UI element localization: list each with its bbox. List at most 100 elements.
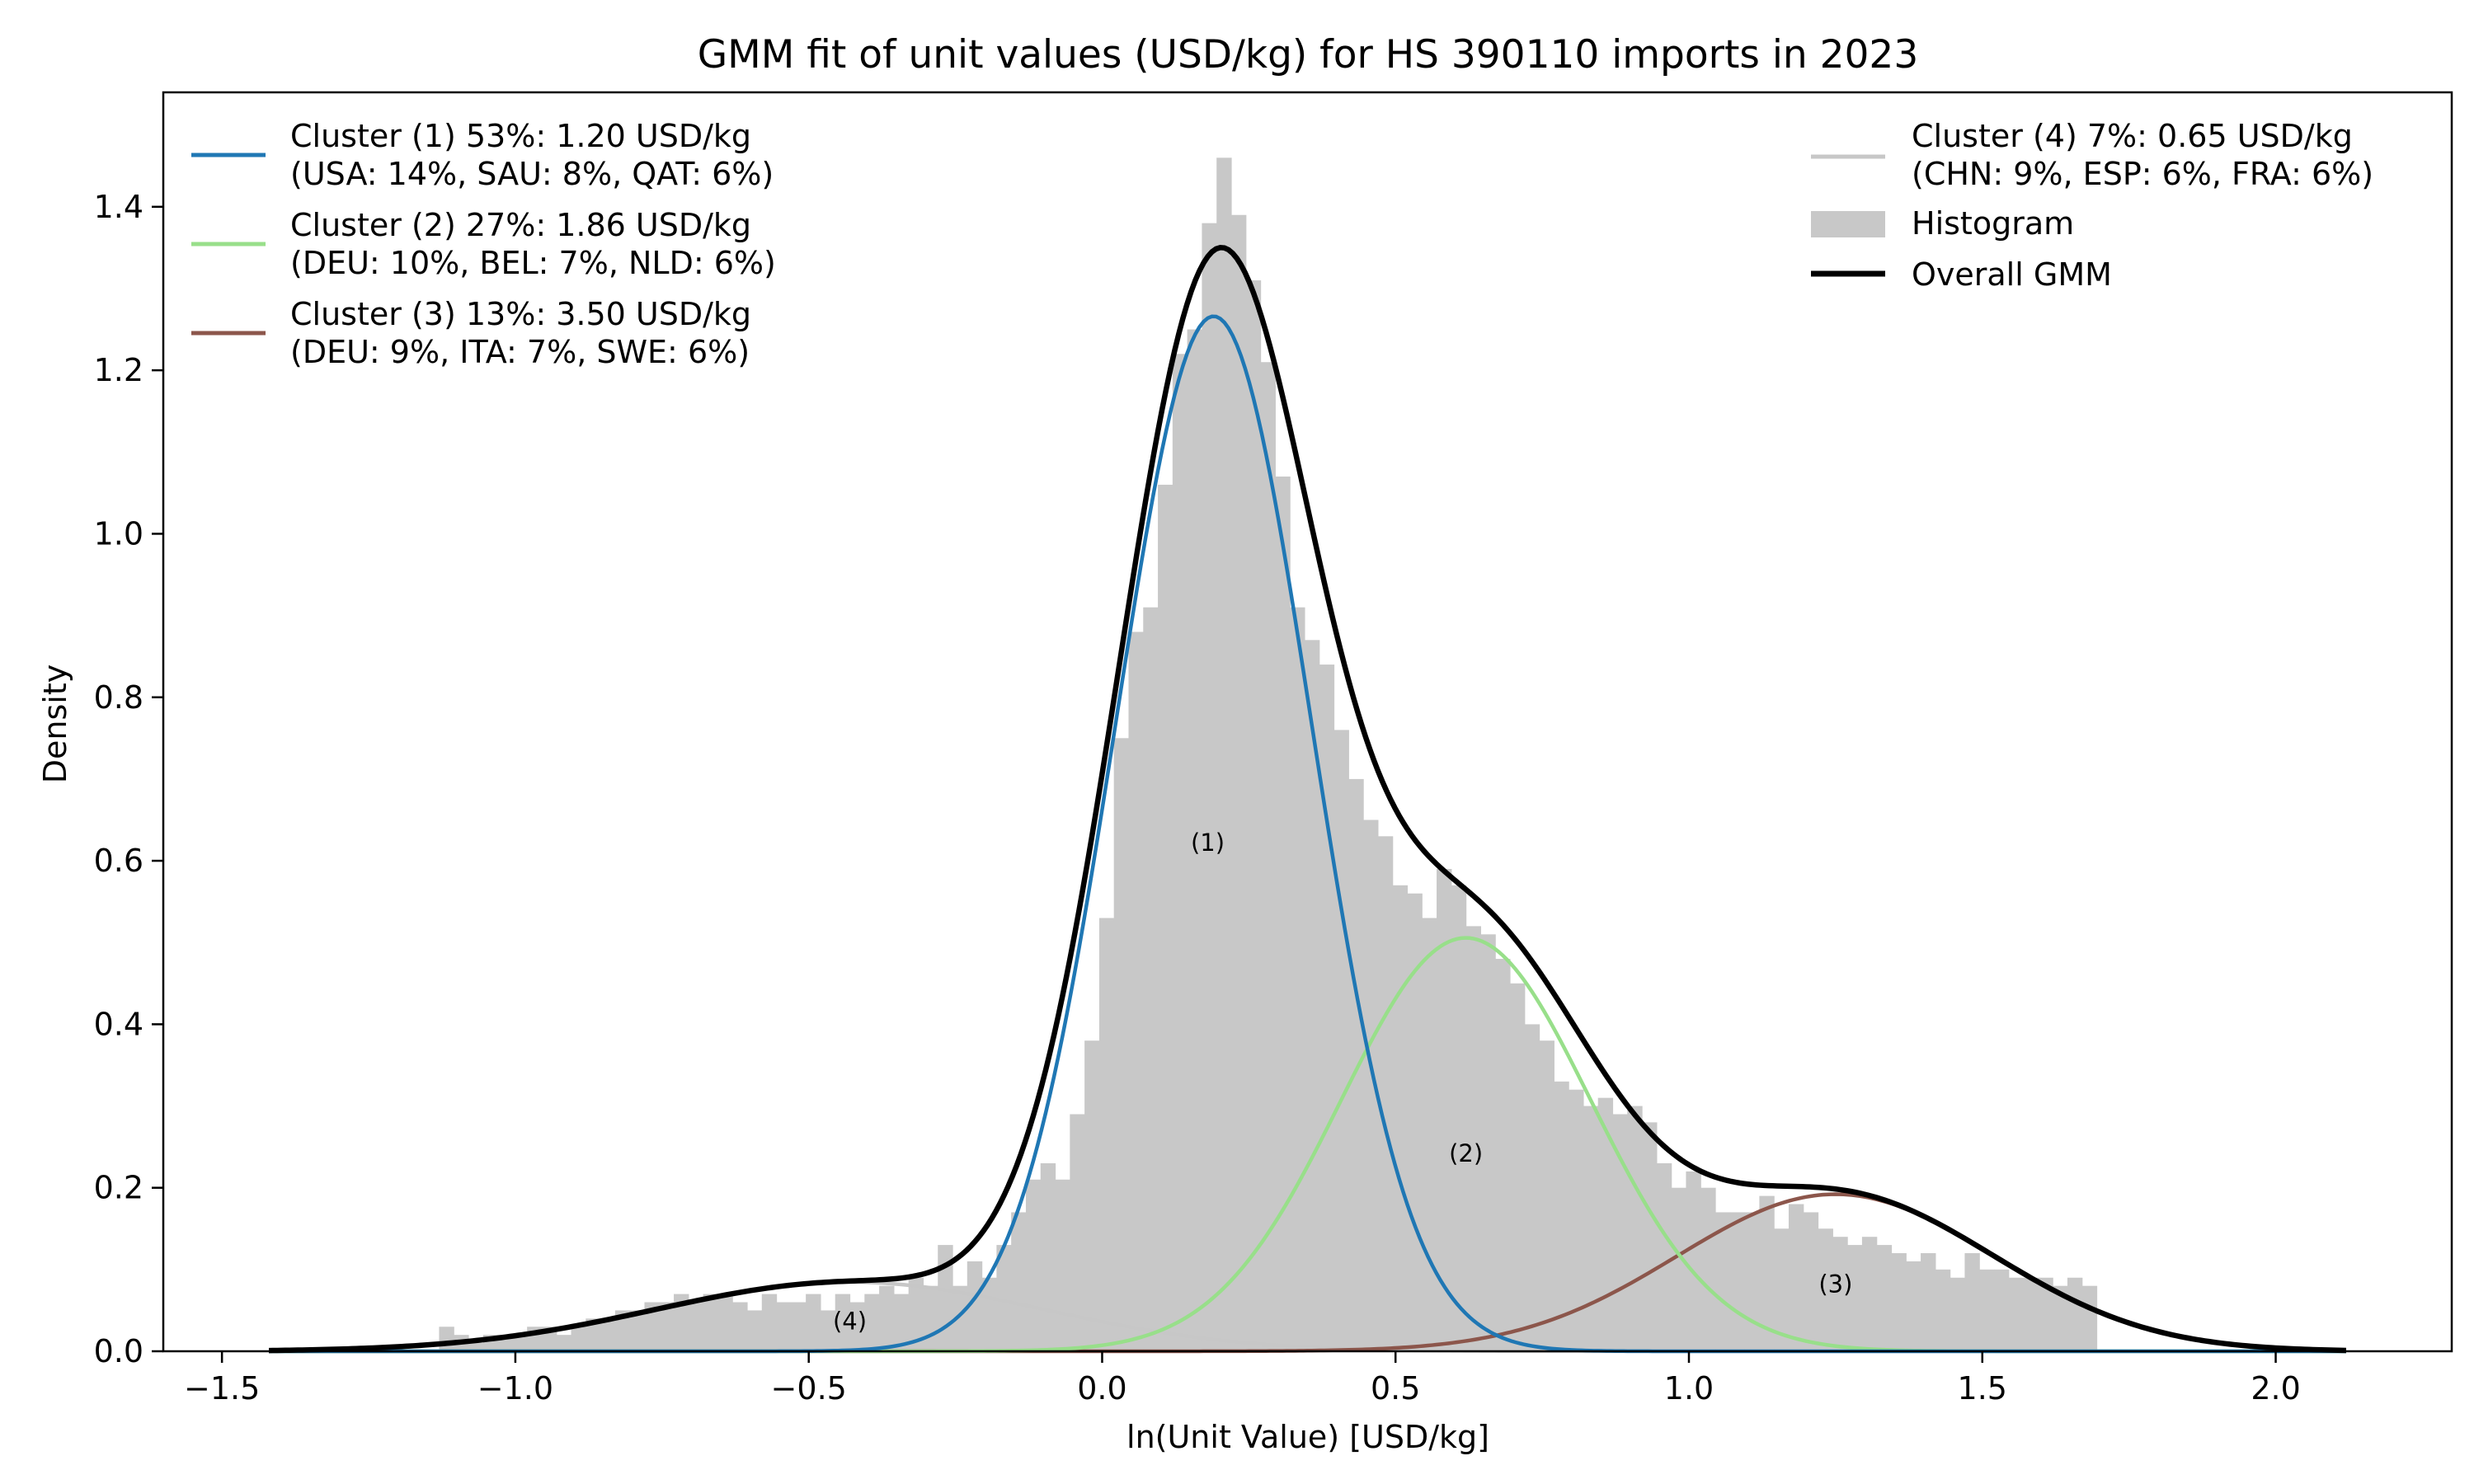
histogram-bar [1583,1106,1599,1351]
y-tick-label: 0.0 [94,1333,143,1369]
legend-cluster-4-line1: Cluster (4) 7%: 0.65 USD/kg [1912,118,2353,154]
legend-right: Cluster (4) 7%: 0.65 USD/kg (CHN: 9%, ES… [1811,118,2373,293]
overall-gmm-curve [269,244,2346,1354]
histogram-bar [1098,918,1115,1351]
legend-cluster-2-line2: (DEU: 10%, BEL: 7%, NLD: 6%) [290,245,776,281]
histogram-bar [732,1302,748,1351]
histogram-bar [1437,868,1452,1351]
histogram-bar [688,1302,704,1351]
histogram-bar [1275,477,1291,1351]
histogram-bar [864,1294,880,1351]
histogram-bar [1788,1204,1804,1351]
histogram-bar [659,1302,675,1351]
y-tick-label: 0.2 [94,1170,143,1206]
histogram-bar [1290,607,1305,1351]
histogram-bar [1495,959,1511,1351]
histogram-bar [1465,926,1482,1351]
histogram-bar [1803,1212,1819,1351]
histogram-bar [1158,484,1174,1352]
histogram-bar [776,1302,792,1351]
histogram-bar [1143,607,1159,1351]
histogram-bar [439,1327,454,1351]
histogram-bar [967,1261,983,1351]
plot-frame [162,91,2453,1353]
histogram-bar [1333,730,1349,1351]
histogram-bar [1979,1269,1995,1351]
x-axis-label: ln(Unit Value) [USD/kg] [1126,1419,1489,1455]
chart-title: GMM fit of unit values (USD/kg) for HS 3… [698,32,1918,77]
legend-swatch-histogram [1811,211,1885,237]
histogram-bar [468,1343,484,1351]
histogram-bar [1040,1162,1056,1351]
histogram-bar [1554,1081,1569,1351]
legend-cluster-3-line2: (DEU: 9%, ITA: 7%, SWE: 6%) [290,334,750,370]
histogram-bar [586,1318,601,1351]
x-axis-ticks: −1.5 −1.0 −0.5 0.0 0.5 1.0 1.5 2.0 [184,1351,2301,1407]
histogram-bar [1715,1212,1731,1351]
histogram-bar [1891,1253,1907,1351]
histogram-bar [820,1310,836,1351]
histogram-bar [1231,214,1247,1352]
legend-cluster-1-line2: (USA: 14%, SAU: 8%, QAT: 6%) [290,156,774,192]
histogram-bar [1921,1253,1936,1351]
histogram-bar [1245,280,1262,1351]
histogram-bar [746,1310,763,1351]
cluster-3-region-label: (3) [1818,1270,1852,1298]
histogram-bar [1172,354,1188,1351]
histogram-bar [703,1294,719,1351]
legend-cluster-1-line1: Cluster (1) 53%: 1.20 USD/kg [290,118,751,154]
histogram-bar [996,1245,1012,1351]
legend-overall-gmm-label: Overall GMM [1912,256,2112,293]
histogram-bar [1113,738,1130,1351]
histogram-bar [644,1302,660,1351]
x-tick-label: −1.5 [184,1370,260,1407]
histogram-bar [2081,1285,2098,1351]
histogram-bar [1055,1179,1070,1351]
histogram-bar [2067,1277,2083,1351]
histogram-bar [1422,918,1437,1351]
histogram [439,157,2098,1352]
histogram-bar [1774,1228,1790,1351]
histogram-bar [1671,1187,1687,1351]
x-tick-label: −1.0 [477,1370,553,1407]
histogram-bar [879,1285,895,1351]
histogram-bar [1128,632,1144,1351]
histogram-bar [1656,1162,1672,1351]
histogram-bar [952,1285,968,1351]
histogram-bar [571,1327,586,1351]
histogram-bar [1686,1171,1701,1351]
histogram-bar [1011,1212,1027,1351]
histogram-bar [1319,665,1335,1351]
x-tick-label: 0.0 [1077,1370,1126,1407]
cluster-1-region-label: (1) [1191,829,1225,857]
histogram-bar [1348,778,1364,1351]
histogram-bar [761,1294,778,1351]
histogram-bar [1935,1269,1951,1351]
histogram-bar [2023,1277,2039,1351]
histogram-bar [893,1294,910,1351]
histogram-bar [1392,885,1409,1351]
y-tick-label: 1.0 [94,515,143,552]
histogram-bar [849,1302,865,1351]
histogram-bar [1377,836,1394,1351]
x-tick-label: 0.5 [1371,1370,1420,1407]
histogram-bar [2008,1277,2025,1351]
cluster-region-labels: (1) (2) (3) (4) [833,829,1852,1335]
y-axis-ticks: 0.0 0.2 0.4 0.6 0.8 1.0 1.2 1.4 [94,189,163,1369]
x-tick-label: 2.0 [2251,1370,2300,1407]
histogram-bar [1084,1040,1100,1351]
histogram-bar [1818,1228,1833,1351]
histogram-bar [2053,1285,2068,1351]
histogram-bar [1906,1261,1921,1351]
histogram-bar [1216,157,1232,1351]
histogram-bar [1451,885,1467,1351]
histogram-bar [1070,1114,1085,1351]
legend-left: Cluster (1) 53%: 1.20 USD/kg (USA: 14%, … [191,118,776,370]
histogram-bar [629,1310,646,1351]
histogram-bar [1597,1097,1614,1351]
histogram-bar [908,1277,924,1351]
y-tick-label: 0.8 [94,679,143,716]
histogram-bar [1847,1245,1863,1351]
histogram-bar [512,1335,528,1351]
